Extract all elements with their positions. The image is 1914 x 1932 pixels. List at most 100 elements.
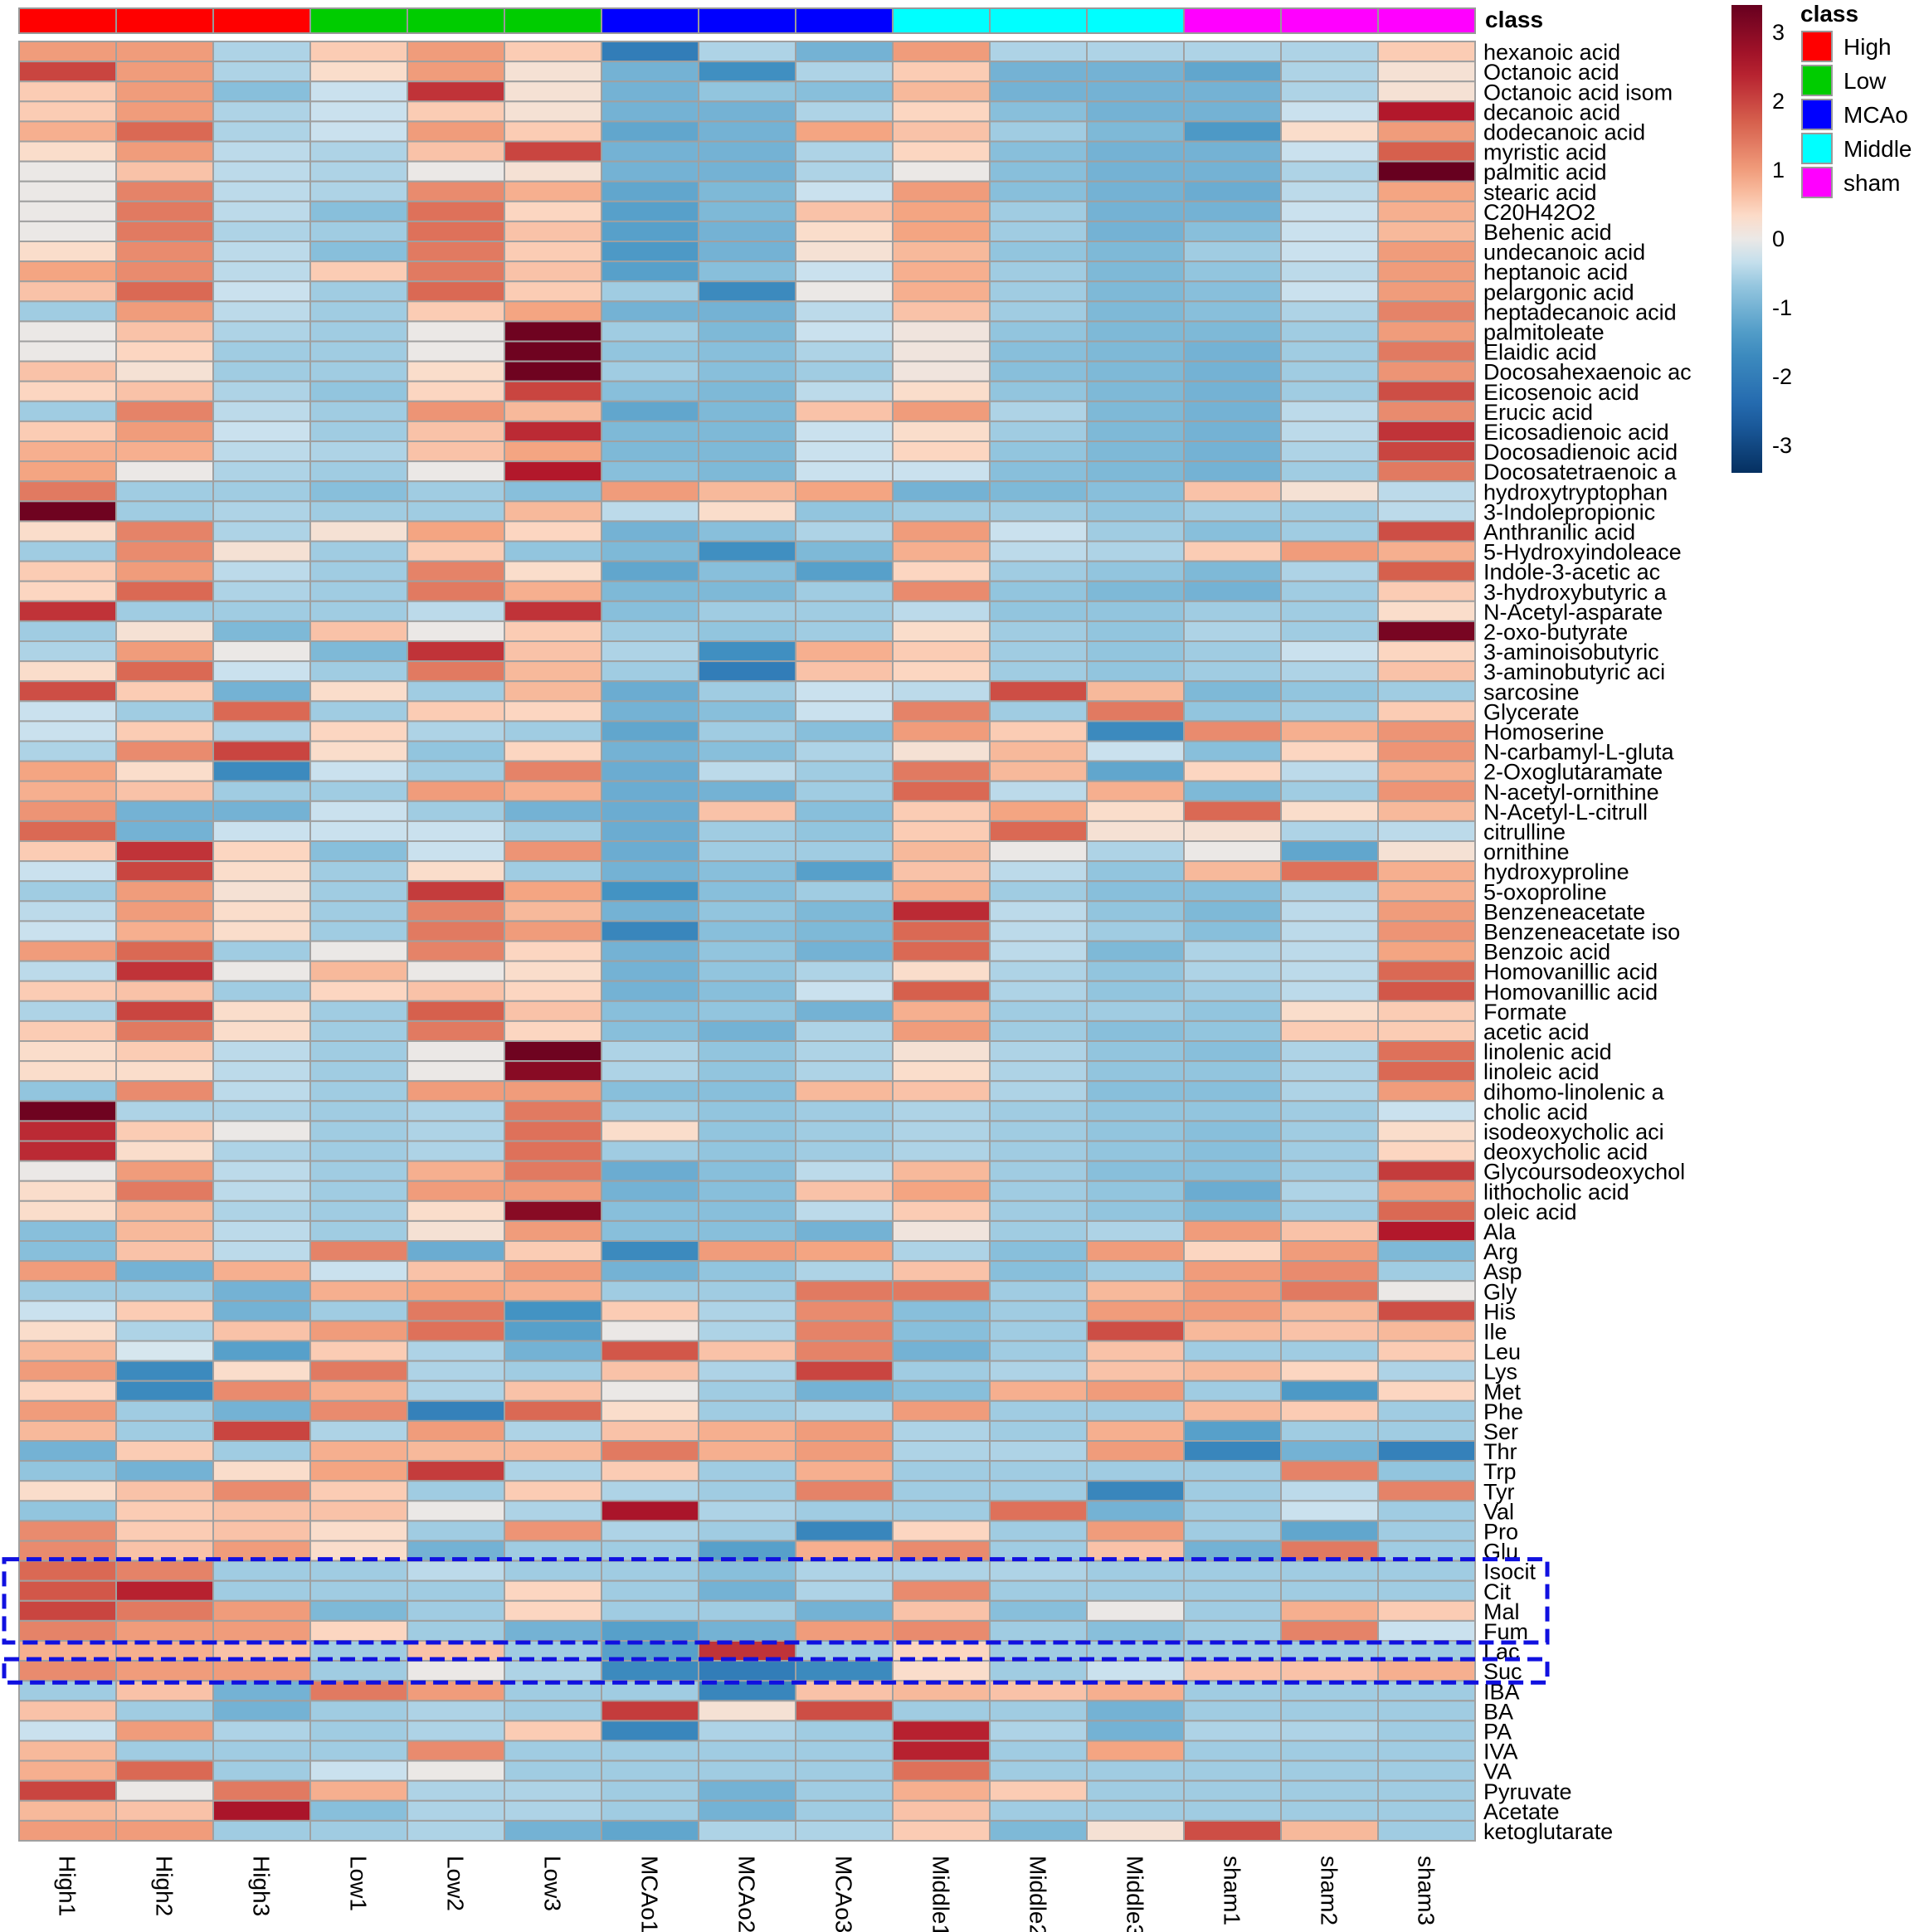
heatmap-cell — [18, 1240, 117, 1263]
annotation-cell-middle3 — [1086, 7, 1185, 34]
heatmap-cell — [115, 780, 214, 802]
heatmap-cell — [1086, 840, 1185, 863]
heatmap-cell — [407, 1819, 505, 1842]
heatmap-cell — [989, 1720, 1088, 1742]
heatmap-cell — [1086, 260, 1185, 283]
heatmap-cell — [1183, 1000, 1282, 1022]
heatmap-cell — [504, 620, 602, 643]
row-label-homoserine: Homoserine — [1483, 720, 1605, 745]
heatmap-cell — [115, 1040, 214, 1063]
heatmap-cell — [1280, 380, 1379, 402]
heatmap-cell — [989, 1779, 1088, 1802]
colorbar-tick: 3 — [1772, 20, 1785, 45]
heatmap-cell — [1377, 680, 1476, 703]
heatmap-cell — [989, 1560, 1088, 1582]
heatmap-cell — [504, 500, 602, 523]
heatmap-cell — [212, 640, 311, 663]
heatmap-cell — [698, 1040, 796, 1063]
heatmap-cell — [1183, 1759, 1282, 1782]
row-label-n-carbamyl-l-gluta: N-carbamyl-L-gluta — [1483, 740, 1675, 765]
heatmap-cell — [1377, 440, 1476, 463]
column-label-low3: Low3 — [540, 1856, 566, 1911]
heatmap-cell — [1280, 580, 1379, 602]
heatmap-cell — [407, 120, 505, 143]
heatmap-cell — [1280, 720, 1379, 742]
heatmap-cell — [989, 580, 1088, 602]
heatmap-cell — [407, 500, 505, 523]
heatmap-cell — [1086, 1160, 1185, 1182]
heatmap-cell — [795, 540, 894, 562]
row-label-homovanillic-acid: Homovanillic acid — [1483, 960, 1658, 985]
row-label-glycoursodeoxychol: Glycoursodeoxychol — [1483, 1160, 1685, 1185]
heatmap-cell — [309, 1320, 408, 1342]
heatmap-cell — [892, 640, 991, 663]
row-label-palmitoleate: palmitoleate — [1483, 320, 1605, 345]
heatmap-cell — [115, 1799, 214, 1822]
annotation-cell-low1 — [309, 7, 408, 34]
heatmap-cell — [212, 300, 311, 323]
heatmap-cell — [1280, 1020, 1379, 1043]
heatmap-cell — [115, 1060, 214, 1083]
heatmap-cell — [212, 1419, 311, 1443]
heatmap-cell — [1377, 41, 1476, 63]
heatmap-cell — [1183, 660, 1282, 683]
heatmap-cell — [18, 1340, 117, 1362]
heatmap-cell — [18, 1619, 117, 1642]
heatmap-cell — [1183, 1180, 1282, 1202]
heatmap-cell — [212, 1460, 311, 1482]
heatmap-cell — [407, 1419, 505, 1443]
heatmap-cell — [795, 880, 894, 903]
heatmap-cell — [795, 1020, 894, 1043]
heatmap-cell — [989, 80, 1088, 103]
heatmap-cell — [892, 800, 991, 822]
heatmap-cell — [1086, 1520, 1185, 1542]
heatmap-cell — [407, 300, 505, 323]
heatmap-cell — [115, 920, 214, 942]
heatmap-cell — [892, 41, 991, 63]
heatmap-cell — [698, 1360, 796, 1382]
heatmap-cell — [407, 400, 505, 422]
heatmap-cell — [892, 220, 991, 242]
heatmap-cell — [1086, 1320, 1185, 1342]
heatmap-cell — [989, 620, 1088, 643]
heatmap-cell — [989, 200, 1088, 222]
heatmap-cell — [407, 1380, 505, 1402]
heatmap-cell — [212, 1060, 311, 1083]
heatmap-cell — [212, 100, 311, 123]
heatmap-cell — [698, 1560, 796, 1582]
heatmap-cell — [698, 920, 796, 942]
heatmap-cell — [504, 1520, 602, 1542]
heatmap-cell — [504, 720, 602, 742]
heatmap-cell — [504, 180, 602, 202]
colorbar-tick: -2 — [1772, 364, 1792, 389]
heatmap-cell — [892, 300, 991, 323]
heatmap-cell — [1086, 1120, 1185, 1142]
heatmap-cell — [18, 920, 117, 942]
heatmap-cell — [504, 660, 602, 683]
legend-swatch-middle — [1801, 133, 1833, 164]
heatmap-cell — [1377, 800, 1476, 822]
heatmap-cell — [18, 1000, 117, 1022]
row-label-ornithine: ornithine — [1483, 839, 1570, 864]
heatmap-cell — [601, 520, 699, 543]
heatmap-cell — [504, 420, 602, 442]
heatmap-cell — [115, 380, 214, 402]
heatmap-cell — [698, 1280, 796, 1302]
heatmap-cell — [309, 1160, 408, 1182]
heatmap-cell — [504, 241, 602, 263]
heatmap-cell — [1280, 560, 1379, 582]
heatmap-cell — [1377, 160, 1476, 182]
row-label-eicosadienoic-acid: Eicosadienoic acid — [1483, 420, 1669, 445]
heatmap-cell — [1377, 1180, 1476, 1202]
heatmap-cell — [212, 1700, 311, 1722]
heatmap-cell — [1377, 1000, 1476, 1022]
heatmap-cell — [18, 1779, 117, 1802]
annotation-cell-sham1 — [1183, 7, 1282, 34]
heatmap-cell — [601, 1080, 699, 1102]
heatmap-cell — [115, 1260, 214, 1282]
heatmap-cell — [601, 61, 699, 83]
heatmap-cell — [504, 1819, 602, 1842]
heatmap-cell — [212, 1300, 311, 1322]
heatmap-cell — [1280, 880, 1379, 903]
heatmap-cell — [1377, 720, 1476, 742]
